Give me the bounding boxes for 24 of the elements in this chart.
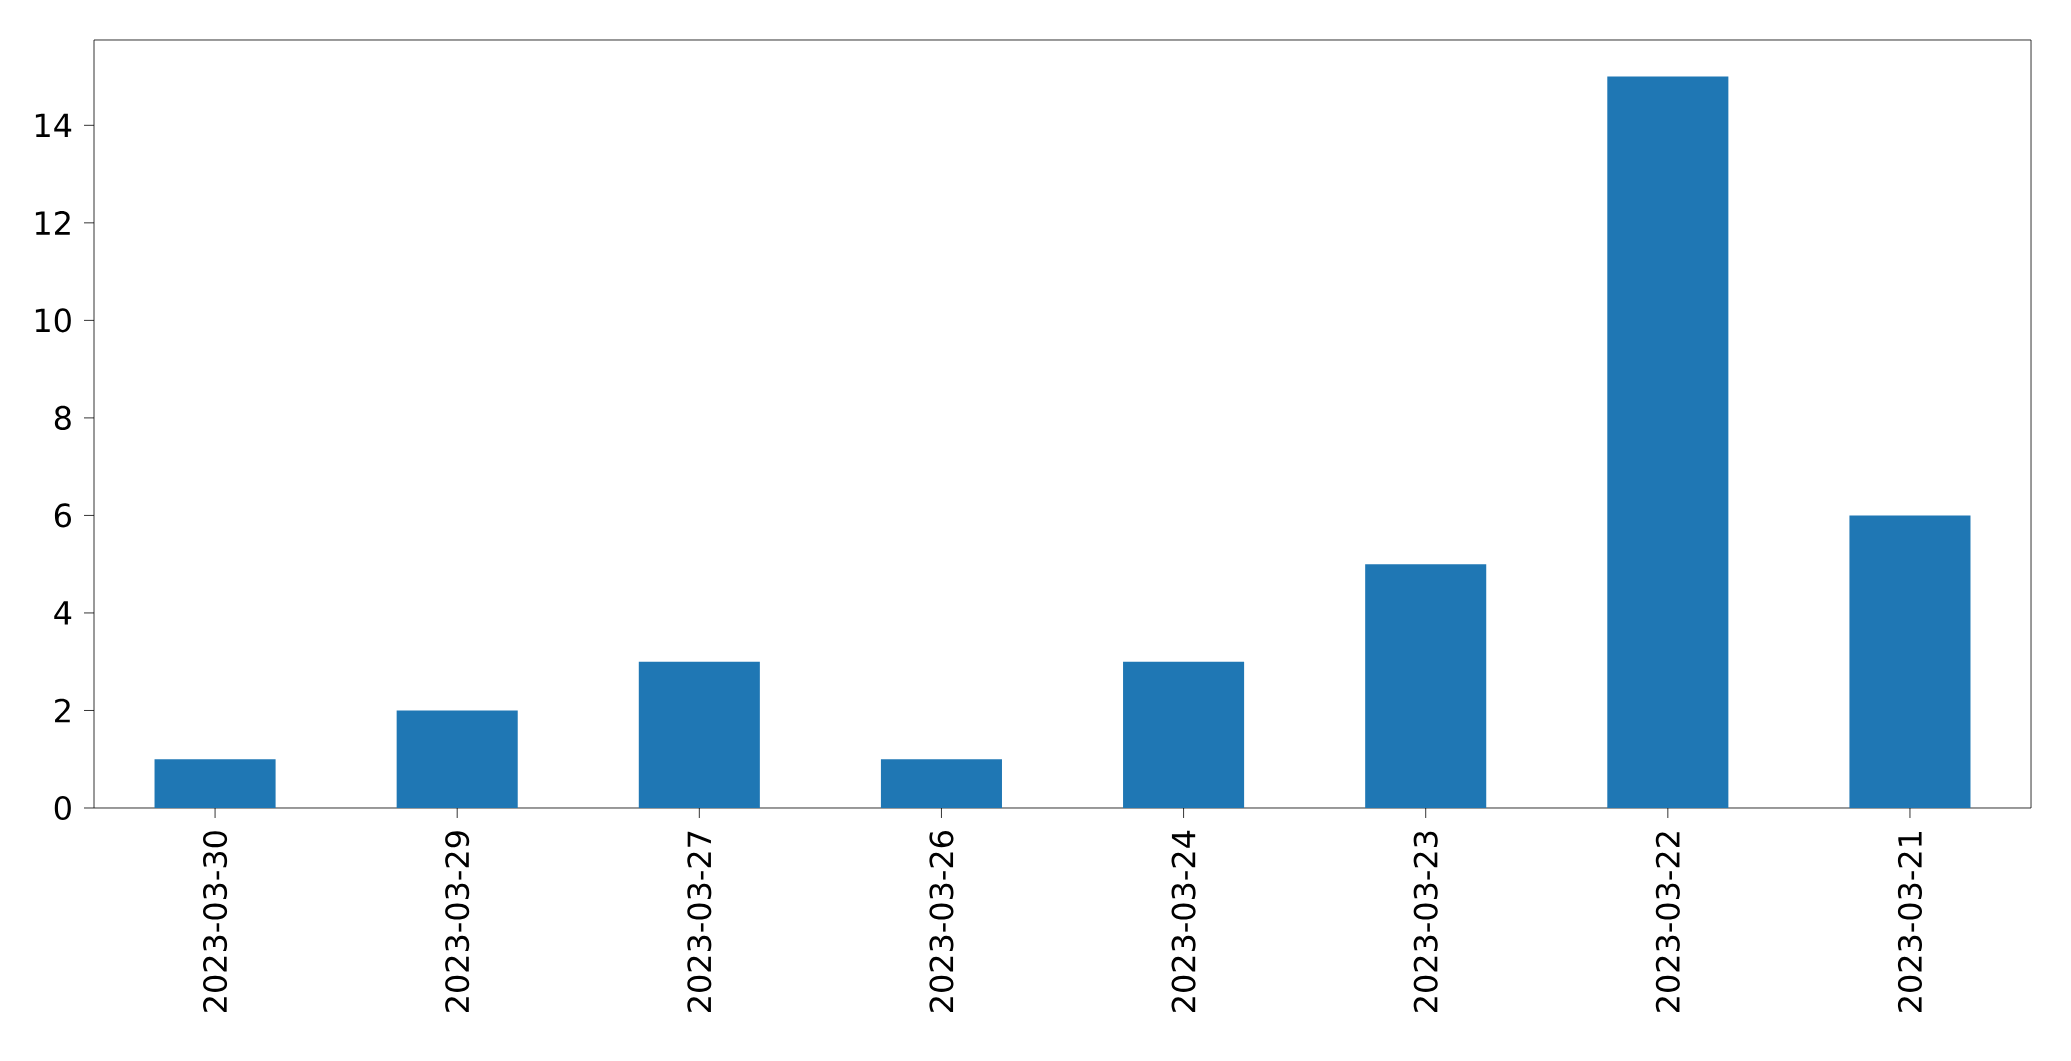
bar: [396, 710, 518, 808]
bar: [1607, 76, 1729, 808]
y-tick-label: 0: [54, 795, 71, 821]
y-tick-label: 10: [35, 308, 71, 333]
x-tick-label: 2023-03-29: [445, 831, 470, 1012]
y-tick-label: 4: [54, 601, 72, 625]
y-tick-label: 2: [55, 698, 70, 723]
x-tick-label: 2023-03-21: [1897, 832, 1922, 1012]
bar: [638, 661, 760, 808]
x-tick-label: 2023-03-27: [687, 831, 712, 1012]
x-tick-label: 2023-03-26: [929, 831, 954, 1012]
bar: [880, 759, 1002, 808]
y-tick-label: 6: [54, 503, 71, 528]
x-tick-label: 2023-03-30: [203, 831, 228, 1012]
x-tick-label: 2023-03-24: [1171, 830, 1196, 1012]
y-tick-label: 12: [35, 211, 70, 235]
x-tick-label: 2023-03-23: [1413, 831, 1438, 1012]
y-tick-label: 8: [54, 405, 71, 430]
bar: [1849, 515, 1971, 808]
bar: [154, 759, 276, 808]
y-tick-label: 14: [35, 113, 72, 137]
bar: [1365, 564, 1487, 808]
bar: [1123, 661, 1245, 808]
x-tick-label: 2023-03-22: [1655, 832, 1680, 1012]
